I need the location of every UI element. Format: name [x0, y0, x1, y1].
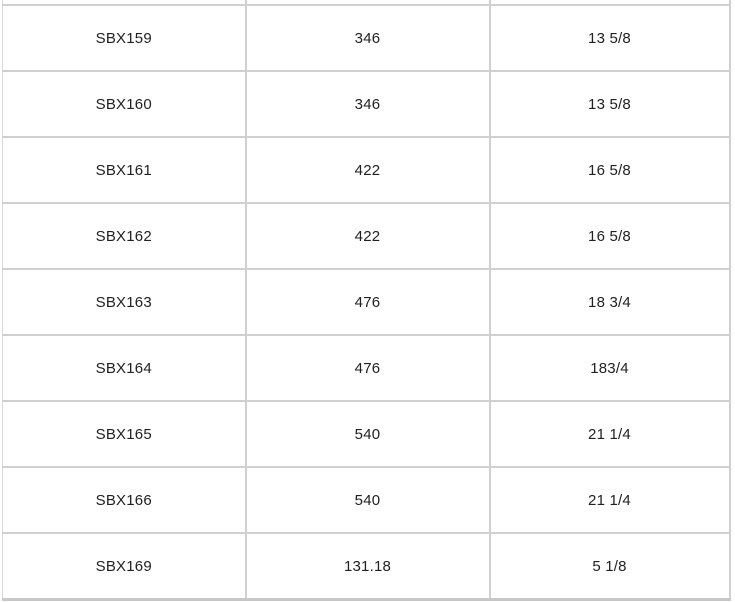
table-row: SBX166 540 21 1/4 — [2, 467, 731, 534]
table-cell — [489, 0, 731, 6]
table-cell: 346 — [245, 71, 491, 138]
table-cell: 540 — [245, 467, 491, 534]
table-cell: SBX169 — [2, 533, 247, 601]
table-row: SBX163 476 18 3/4 — [2, 269, 731, 336]
table-cell: 13 5/8 — [489, 5, 731, 72]
table-cell: 422 — [245, 137, 491, 204]
table-cell: 18 3/4 — [489, 269, 731, 336]
table-cell — [2, 0, 247, 6]
table-row: SBX162 422 16 5/8 — [2, 203, 731, 270]
table-cell — [245, 0, 491, 6]
table-cell: 476 — [245, 269, 491, 336]
table-cell: 16 5/8 — [489, 203, 731, 270]
table-cell: SBX162 — [2, 203, 247, 270]
table-row: SBX160 346 13 5/8 — [2, 71, 731, 138]
table-row: SBX159 346 13 5/8 — [2, 5, 731, 72]
table-cell: SBX165 — [2, 401, 247, 468]
table-row: SBX161 422 16 5/8 — [2, 137, 731, 204]
table-row: SBX169 131.18 5 1/8 — [2, 533, 731, 601]
table-cell: SBX164 — [2, 335, 247, 402]
table-cell: SBX159 — [2, 5, 247, 72]
table-cell: SBX161 — [2, 137, 247, 204]
table-row: SBX164 476 183/4 — [2, 335, 731, 402]
table-cell: 16 5/8 — [489, 137, 731, 204]
table-cell: 5 1/8 — [489, 533, 731, 601]
table-cell: SBX160 — [2, 71, 247, 138]
partial-top-row — [2, 0, 731, 6]
table-cell: 346 — [245, 5, 491, 72]
table-cell: SBX163 — [2, 269, 247, 336]
table-cell: 21 1/4 — [489, 401, 731, 468]
table-cell: 476 — [245, 335, 491, 402]
table-cell: 131.18 — [245, 533, 491, 601]
table-cell: 422 — [245, 203, 491, 270]
table-cell: 13 5/8 — [489, 71, 731, 138]
table-row: SBX165 540 21 1/4 — [2, 401, 731, 468]
table-cell: SBX166 — [2, 467, 247, 534]
table-cell: 183/4 — [489, 335, 731, 402]
table-cell: 540 — [245, 401, 491, 468]
table-cell: 21 1/4 — [489, 467, 731, 534]
